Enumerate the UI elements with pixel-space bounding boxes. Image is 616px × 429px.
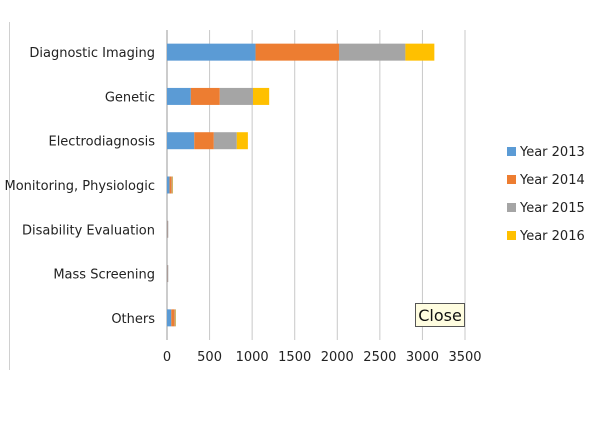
- bar-segment: [167, 132, 195, 150]
- bar-segment: [167, 87, 191, 105]
- bar-segment: [252, 87, 270, 105]
- category-label: Diagnostic Imaging: [29, 46, 155, 61]
- bar-segment: [219, 87, 253, 105]
- category-label: Monitoring, Physiologic: [5, 179, 155, 194]
- x-tick-label: 0: [163, 350, 171, 365]
- legend-label: Year 2015: [519, 201, 585, 216]
- bar-segment: [174, 309, 176, 327]
- legend-label: Year 2016: [519, 229, 585, 244]
- x-tick-label: 1000: [236, 350, 269, 365]
- legend-swatch: [507, 175, 516, 184]
- category-label: Genetic: [105, 90, 155, 105]
- legend-swatch: [507, 203, 516, 212]
- bar-segment: [194, 132, 214, 150]
- legend-label: Year 2014: [519, 173, 585, 188]
- bar-segment: [169, 176, 172, 194]
- category-label: Others: [111, 312, 155, 327]
- category-label: Mass Screening: [53, 268, 155, 283]
- bar-segment: [171, 309, 175, 327]
- close-button[interactable]: Close: [415, 303, 465, 327]
- x-tick-label: 2000: [321, 350, 354, 365]
- x-tick-label: 2500: [363, 350, 396, 365]
- x-tick-label: 3500: [448, 350, 481, 365]
- bar-segment: [171, 176, 173, 194]
- bar-segment: [236, 132, 248, 150]
- legend-label: Year 2013: [519, 145, 585, 160]
- legend-swatch: [507, 231, 516, 240]
- bar-segment: [213, 132, 237, 150]
- category-label: Disability Evaluation: [22, 223, 155, 238]
- x-tick-label: 1500: [278, 350, 311, 365]
- category-label: Electrodiagnosis: [48, 135, 155, 150]
- bar-segment: [190, 87, 220, 105]
- bar-segment: [255, 43, 339, 61]
- legend-swatch: [507, 147, 516, 156]
- panel-edge: [9, 22, 10, 370]
- bar-segment: [405, 43, 435, 61]
- bar-segment: [167, 176, 170, 194]
- x-tick-label: 3000: [406, 350, 439, 365]
- bar-segment: [167, 309, 172, 327]
- x-tick-label: 500: [197, 350, 222, 365]
- bar-segment: [167, 43, 256, 61]
- bar-segment: [338, 43, 406, 61]
